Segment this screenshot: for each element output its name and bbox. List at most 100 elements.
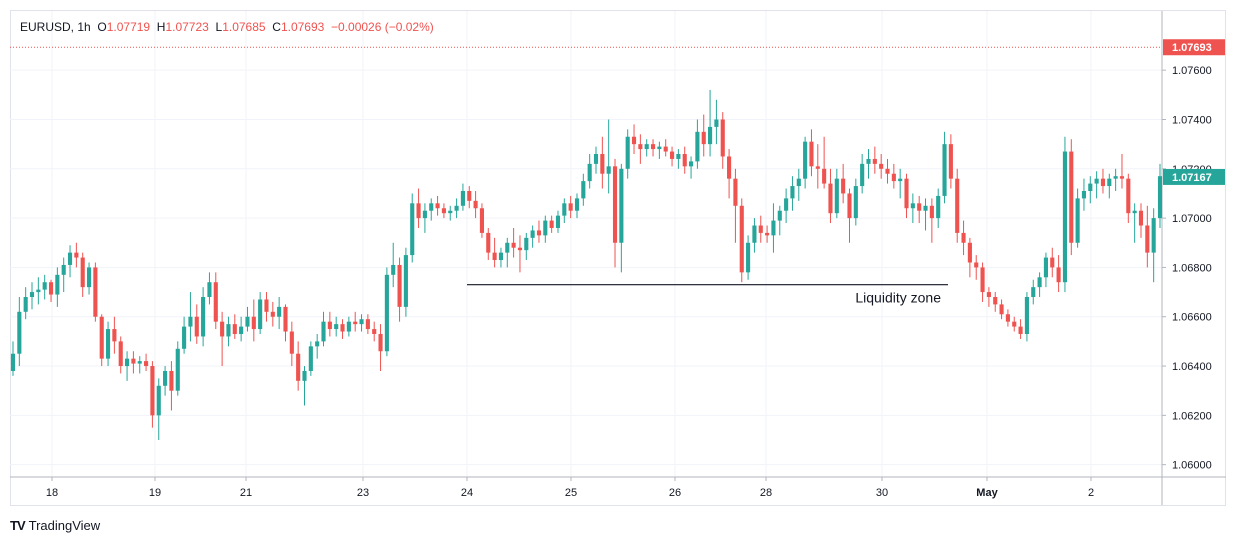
high-value: 1.07723 <box>165 20 209 34</box>
close-value: 1.07693 <box>280 20 325 34</box>
candle-body <box>619 168 624 243</box>
candle-body <box>359 319 364 325</box>
price-label-text: 1.07693 <box>1172 42 1212 54</box>
candle-body <box>695 131 700 162</box>
candle-body <box>29 292 35 298</box>
candle-body <box>258 299 263 330</box>
candle-body <box>486 232 491 253</box>
candle-body <box>689 161 694 167</box>
candle-body <box>1018 326 1023 334</box>
candle-body <box>511 242 516 248</box>
interval-label[interactable]: 1h <box>77 20 91 34</box>
candle-body <box>638 144 643 150</box>
chart-frame <box>10 10 1226 506</box>
candle-body <box>948 144 953 179</box>
candle-body <box>961 232 966 243</box>
candle-body <box>847 193 852 219</box>
candle-body <box>467 190 472 201</box>
candle-body <box>860 163 865 187</box>
candle-body <box>397 264 402 307</box>
candle-body <box>682 154 687 167</box>
candle-body <box>1024 297 1029 334</box>
open-value: 1.07719 <box>106 20 151 34</box>
candle-body <box>917 203 922 211</box>
candle-body <box>315 341 320 347</box>
candle-body <box>86 267 92 288</box>
candle-body <box>289 331 294 354</box>
candle-body <box>803 141 808 179</box>
candle-body <box>213 282 218 322</box>
candle-body <box>353 321 358 325</box>
candle-body <box>403 255 408 307</box>
y-tick-label: 1.07600 <box>1172 65 1212 77</box>
candle-body <box>226 324 231 337</box>
candle-body <box>853 186 858 219</box>
candle-body <box>194 316 199 337</box>
y-tick-label: 1.06000 <box>1172 460 1212 472</box>
x-tick-label: 18 <box>46 487 58 499</box>
candle-body <box>169 370 174 391</box>
candle-body <box>137 361 142 364</box>
candle-body <box>448 210 453 214</box>
liquidity-zone-label: Liquidity zone <box>855 290 941 306</box>
candle-body <box>220 321 225 337</box>
candle-body <box>93 267 98 317</box>
candle-body <box>866 158 871 164</box>
candle-body <box>118 341 123 367</box>
candle-body <box>264 299 269 312</box>
candle-body <box>36 289 41 293</box>
x-tick-label: 19 <box>149 487 161 499</box>
candle-body <box>879 163 884 169</box>
candle-body <box>422 210 427 219</box>
candle-body <box>391 264 396 275</box>
candle-body <box>727 156 732 179</box>
price-label-box <box>1163 39 1225 56</box>
candle-body <box>815 166 820 169</box>
candle-body <box>955 178 960 233</box>
candle-body <box>904 178 909 209</box>
candle-body <box>1088 183 1093 191</box>
high-label: H <box>156 20 166 34</box>
candle-body <box>676 154 681 159</box>
candle-body <box>771 220 776 236</box>
candle-body <box>308 346 313 371</box>
candle-body <box>822 168 827 184</box>
candle-body <box>1069 151 1074 243</box>
candle-body <box>746 242 751 273</box>
candle-body <box>498 252 504 261</box>
candle-body <box>232 324 237 334</box>
candle-body <box>581 181 586 199</box>
candle-body <box>549 220 554 228</box>
candle-body <box>517 247 523 251</box>
candle-body <box>606 166 611 174</box>
ohlc-legend: EURUSD, 1h O1.07719 H1.07723 L1.07685 C1… <box>20 20 434 34</box>
y-tick-label: 1.06400 <box>1172 361 1212 373</box>
candle-body <box>283 306 288 332</box>
candle-body <box>1075 198 1080 243</box>
candle-body <box>669 151 675 159</box>
brand-label[interactable]: TradingView <box>28 518 101 533</box>
x-tick-label: 25 <box>565 487 577 499</box>
candle-body <box>574 198 580 211</box>
candle-body <box>207 282 212 298</box>
candle-body <box>131 358 136 364</box>
candle-body <box>1056 267 1061 283</box>
x-tick-label: 28 <box>760 487 772 499</box>
tradingview-logo-icon[interactable]: TV <box>10 518 26 533</box>
candle-body <box>144 361 149 367</box>
symbol-label[interactable]: EURUSD <box>20 20 71 34</box>
candle-body <box>454 205 459 211</box>
candle-body <box>112 329 117 342</box>
candle-body <box>334 324 339 330</box>
x-tick-label: May <box>976 487 998 499</box>
candle-body <box>150 366 155 416</box>
candle-body <box>245 316 250 327</box>
candle-body <box>714 119 719 127</box>
candle-body <box>891 173 896 182</box>
candle-body <box>270 311 275 317</box>
candle-body <box>828 183 833 214</box>
candle-body <box>885 168 890 174</box>
candle-body <box>175 348 180 391</box>
candle-body <box>239 326 244 334</box>
